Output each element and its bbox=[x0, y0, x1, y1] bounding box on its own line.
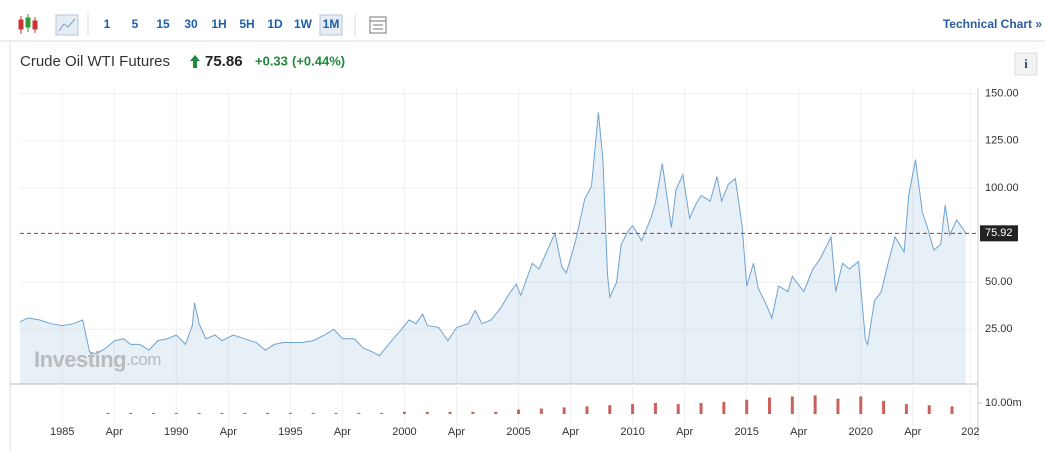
volume-bar bbox=[927, 405, 931, 414]
volume-bar bbox=[768, 397, 772, 414]
table-icon[interactable] bbox=[369, 16, 387, 34]
price-change: +0.33 bbox=[255, 53, 288, 68]
interval-button[interactable]: 15 bbox=[156, 17, 170, 31]
volume-bar bbox=[859, 396, 863, 414]
volume-bar bbox=[494, 411, 498, 414]
volume-bar bbox=[699, 403, 703, 414]
y-tick-label: 50.00 bbox=[985, 276, 1013, 288]
x-tick-label: 2005 bbox=[506, 426, 530, 438]
x-tick-label: 1985 bbox=[50, 426, 74, 438]
instrument-title: Crude Oil WTI Futures bbox=[20, 53, 170, 70]
volume-bar bbox=[174, 412, 178, 414]
volume-bar bbox=[448, 411, 452, 414]
volume-bar bbox=[243, 412, 247, 414]
volume-bar bbox=[539, 408, 543, 414]
candle-icon[interactable] bbox=[18, 14, 38, 34]
volume-tick-label: 10.00m bbox=[985, 397, 1022, 409]
interval-button[interactable]: 5 bbox=[132, 17, 139, 31]
info-button[interactable] bbox=[1014, 52, 1038, 76]
area-fill bbox=[20, 112, 966, 384]
volume-bar bbox=[129, 412, 133, 414]
x-tick-label: 2020 bbox=[849, 426, 873, 438]
volume-bar bbox=[266, 412, 270, 414]
area-icon[interactable] bbox=[55, 14, 79, 36]
x-tick-label: Apr bbox=[790, 426, 807, 438]
volume-bar bbox=[357, 412, 361, 414]
volume-bar bbox=[151, 412, 155, 414]
price: 75.86 bbox=[205, 53, 243, 70]
volume-bar bbox=[517, 409, 521, 414]
x-tick-label: Apr bbox=[448, 426, 465, 438]
x-tick-label: Apr bbox=[334, 426, 351, 438]
watermark-suffix: .com bbox=[126, 350, 161, 369]
interval-button[interactable]: 1W bbox=[294, 17, 313, 31]
x-tick-label: 202 bbox=[961, 426, 979, 438]
price-change-percent: (+0.44%) bbox=[292, 53, 345, 68]
volume-bar bbox=[950, 406, 954, 414]
volume-bar bbox=[380, 412, 384, 414]
x-tick-label: Apr bbox=[676, 426, 693, 438]
last-price-badge bbox=[980, 225, 1018, 242]
volume-bar bbox=[653, 403, 657, 414]
volume-bar bbox=[904, 404, 908, 414]
volume-bar bbox=[722, 401, 726, 414]
x-tick-label: Apr bbox=[220, 426, 237, 438]
x-tick-label: 1990 bbox=[164, 426, 188, 438]
volume-bar bbox=[471, 411, 475, 414]
last-price-label: 75.92 bbox=[985, 227, 1013, 239]
volume-bar bbox=[562, 407, 566, 414]
volume-bar bbox=[334, 412, 338, 414]
x-tick-label: 2000 bbox=[392, 426, 416, 438]
watermark-brand: Investing bbox=[34, 347, 126, 372]
y-tick-label: 150.00 bbox=[985, 88, 1019, 100]
volume-bar bbox=[813, 395, 817, 414]
volume-bar bbox=[585, 406, 589, 414]
x-tick-label: 1995 bbox=[278, 426, 302, 438]
volume-bar bbox=[836, 398, 840, 414]
volume-bar bbox=[220, 412, 224, 414]
x-tick-label: 2015 bbox=[734, 426, 758, 438]
volume-bar bbox=[676, 404, 680, 414]
technical-chart-link[interactable]: Technical Chart » bbox=[943, 17, 1042, 31]
info-glyph: i bbox=[1024, 56, 1028, 71]
x-tick-label: Apr bbox=[562, 426, 579, 438]
interval-button[interactable]: 1M bbox=[323, 17, 340, 31]
watermark: Investing.com bbox=[34, 347, 161, 372]
volume-bar bbox=[745, 399, 749, 414]
volume-bar bbox=[882, 400, 886, 414]
volume-bar bbox=[608, 405, 612, 414]
volume-bar bbox=[631, 404, 635, 414]
interval-button[interactable]: 1 bbox=[104, 17, 111, 31]
volume-bar bbox=[197, 412, 201, 414]
y-tick-label: 125.00 bbox=[985, 135, 1019, 147]
interval-button[interactable]: 1D bbox=[267, 17, 283, 31]
y-tick-label: 100.00 bbox=[985, 182, 1019, 194]
interval-button[interactable]: 1H bbox=[211, 17, 226, 31]
area-icon-glyph bbox=[58, 18, 76, 32]
volume-bar bbox=[402, 411, 406, 414]
x-tick-label: Apr bbox=[106, 426, 123, 438]
volume-bar bbox=[790, 396, 794, 414]
interval-button[interactable]: 30 bbox=[184, 17, 198, 31]
interval-active-box bbox=[319, 14, 343, 36]
volume-bar bbox=[311, 412, 315, 414]
volume-bar bbox=[106, 412, 110, 414]
price-line bbox=[19, 112, 967, 357]
volume-bar bbox=[288, 412, 292, 414]
plot: 75.92 bbox=[19, 112, 1018, 414]
x-tick-label: Apr bbox=[904, 426, 921, 438]
volume-bar bbox=[425, 411, 429, 414]
y-tick-label: 25.00 bbox=[985, 323, 1013, 335]
interval-button[interactable]: 5H bbox=[239, 17, 254, 31]
grid bbox=[20, 88, 982, 440]
x-tick-label: 2010 bbox=[620, 426, 644, 438]
up-arrow bbox=[190, 55, 200, 68]
